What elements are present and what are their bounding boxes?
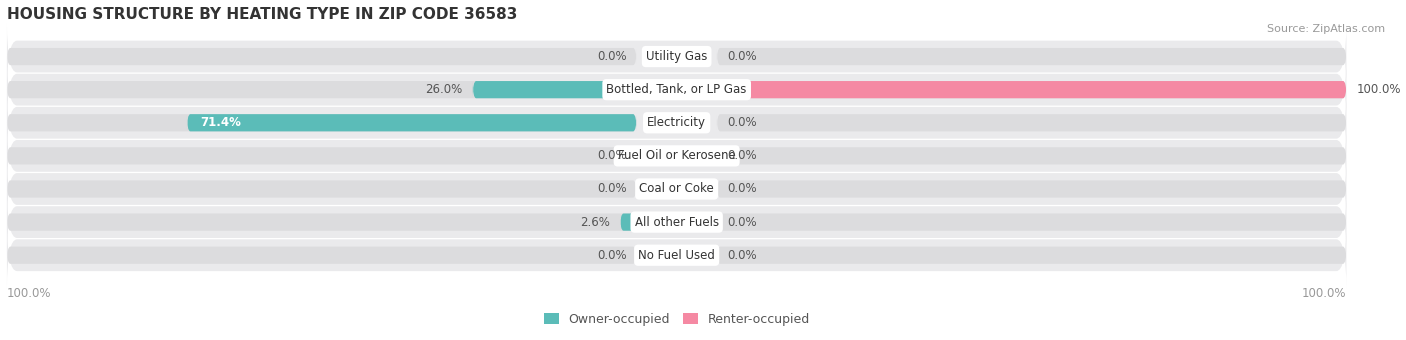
Text: Utility Gas: Utility Gas: [645, 50, 707, 63]
Legend: Owner-occupied, Renter-occupied: Owner-occupied, Renter-occupied: [538, 308, 815, 331]
FancyBboxPatch shape: [7, 48, 637, 65]
Text: 0.0%: 0.0%: [596, 249, 627, 262]
FancyBboxPatch shape: [717, 181, 1347, 198]
Text: 100.0%: 100.0%: [1357, 83, 1400, 96]
Text: HOUSING STRUCTURE BY HEATING TYPE IN ZIP CODE 36583: HOUSING STRUCTURE BY HEATING TYPE IN ZIP…: [7, 7, 517, 22]
FancyBboxPatch shape: [187, 114, 637, 131]
Text: Source: ZipAtlas.com: Source: ZipAtlas.com: [1267, 24, 1385, 34]
FancyBboxPatch shape: [717, 81, 1347, 98]
Text: 71.4%: 71.4%: [201, 116, 242, 129]
Text: 2.6%: 2.6%: [581, 216, 610, 228]
FancyBboxPatch shape: [7, 221, 1347, 289]
Text: 0.0%: 0.0%: [596, 183, 627, 196]
FancyBboxPatch shape: [7, 81, 637, 98]
Text: 26.0%: 26.0%: [426, 83, 463, 96]
Text: Bottled, Tank, or LP Gas: Bottled, Tank, or LP Gas: [606, 83, 747, 96]
Text: 0.0%: 0.0%: [596, 50, 627, 63]
FancyBboxPatch shape: [7, 147, 637, 165]
FancyBboxPatch shape: [620, 214, 637, 231]
FancyBboxPatch shape: [7, 89, 1347, 156]
FancyBboxPatch shape: [7, 114, 637, 131]
FancyBboxPatch shape: [7, 246, 637, 264]
FancyBboxPatch shape: [7, 122, 1347, 190]
Text: 0.0%: 0.0%: [596, 149, 627, 163]
FancyBboxPatch shape: [717, 48, 1347, 65]
FancyBboxPatch shape: [7, 56, 1347, 123]
FancyBboxPatch shape: [717, 114, 1347, 131]
FancyBboxPatch shape: [7, 23, 1347, 90]
FancyBboxPatch shape: [717, 147, 1347, 165]
Text: Fuel Oil or Kerosene: Fuel Oil or Kerosene: [617, 149, 735, 163]
Text: All other Fuels: All other Fuels: [634, 216, 718, 228]
FancyBboxPatch shape: [717, 81, 1347, 98]
FancyBboxPatch shape: [472, 81, 637, 98]
Text: 0.0%: 0.0%: [727, 116, 756, 129]
FancyBboxPatch shape: [7, 188, 1347, 256]
Text: 0.0%: 0.0%: [727, 249, 756, 262]
Text: Coal or Coke: Coal or Coke: [640, 183, 714, 196]
Text: 0.0%: 0.0%: [727, 50, 756, 63]
Text: 0.0%: 0.0%: [727, 149, 756, 163]
FancyBboxPatch shape: [7, 155, 1347, 223]
Text: No Fuel Used: No Fuel Used: [638, 249, 716, 262]
Text: Electricity: Electricity: [647, 116, 706, 129]
FancyBboxPatch shape: [7, 181, 637, 198]
Text: 100.0%: 100.0%: [7, 287, 52, 300]
FancyBboxPatch shape: [7, 214, 637, 231]
Text: 100.0%: 100.0%: [1302, 287, 1347, 300]
FancyBboxPatch shape: [717, 246, 1347, 264]
FancyBboxPatch shape: [717, 214, 1347, 231]
Text: 0.0%: 0.0%: [727, 216, 756, 228]
Text: 0.0%: 0.0%: [727, 183, 756, 196]
